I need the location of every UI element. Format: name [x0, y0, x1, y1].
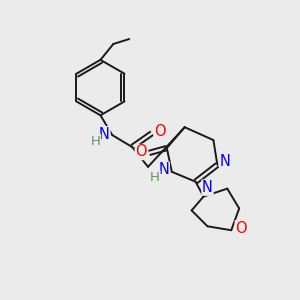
Text: N: N — [99, 127, 110, 142]
Text: N: N — [220, 154, 231, 169]
Text: H: H — [150, 171, 160, 184]
Text: N: N — [158, 162, 169, 177]
Text: N: N — [202, 180, 213, 195]
Text: O: O — [235, 221, 247, 236]
Text: O: O — [135, 145, 147, 160]
Text: H: H — [91, 135, 100, 148]
Text: O: O — [154, 124, 166, 139]
